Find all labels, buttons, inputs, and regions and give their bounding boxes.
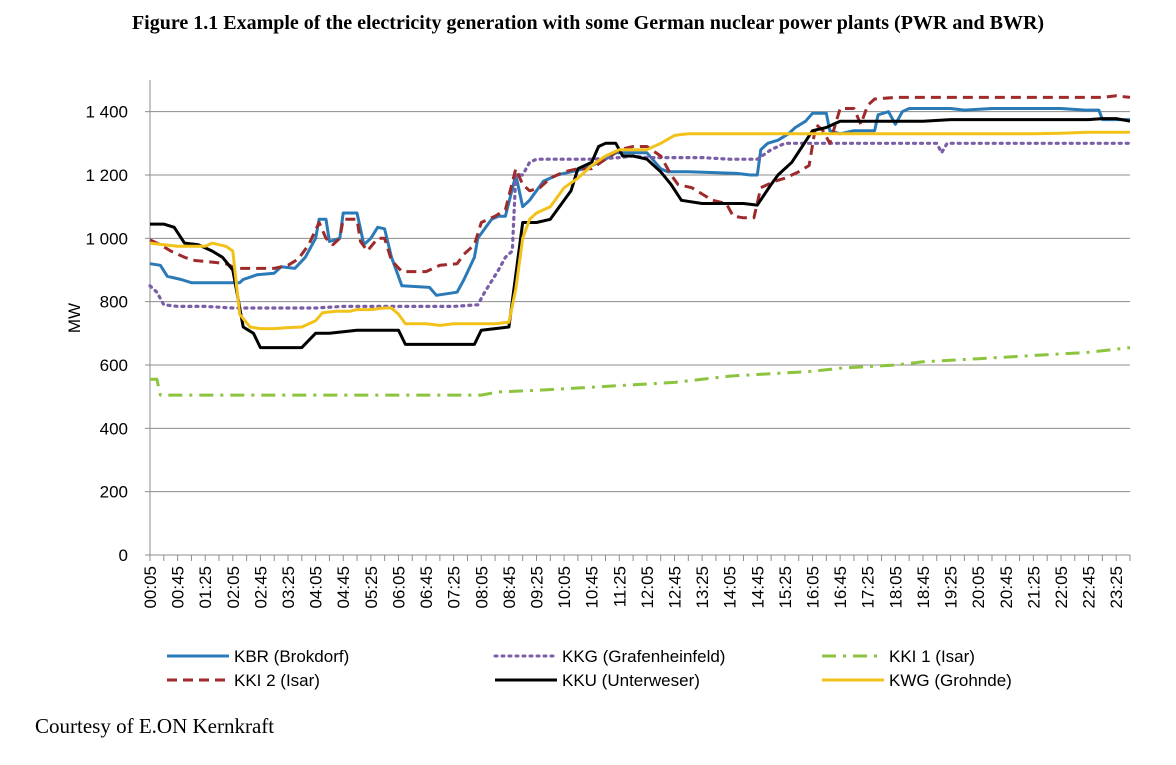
series-line xyxy=(149,94,1131,274)
legend: KBR (Brokdorf) KKG (Grafenheinfeld) KKI 1 … xyxy=(167,647,1012,690)
x-tick-label: 12:45 xyxy=(666,566,685,609)
x-tick-label: 13:25 xyxy=(693,566,712,609)
x-tick-label: 05:25 xyxy=(362,566,381,609)
y-tick-label: 1 000 xyxy=(85,229,128,248)
legend-label: KKU (Unterweser) xyxy=(562,671,700,690)
x-tick-label: 02:05 xyxy=(224,566,243,609)
grid-lines xyxy=(150,111,1130,493)
x-tick-label: 08:45 xyxy=(500,566,519,609)
x-tick-label: 08:05 xyxy=(472,566,491,609)
x-tick-label: 04:45 xyxy=(334,566,353,609)
x-tick-label: 23:25 xyxy=(1107,566,1126,609)
x-tick-label: 19:25 xyxy=(942,566,961,609)
series-line xyxy=(148,141,1132,310)
x-axis: 00:05 00:45 01:25 02:05 02:45 03:25 04:05 04:45… xyxy=(141,554,1131,609)
x-tick-label: 07:25 xyxy=(445,566,464,609)
x-tick-label: 01:25 xyxy=(196,566,215,609)
y-tick-label: 1 400 xyxy=(85,103,128,122)
x-tick-label: 00:45 xyxy=(169,566,188,609)
x-tick-label: 06:05 xyxy=(389,566,408,609)
series-lines xyxy=(148,94,1132,397)
y-tick-label: 400 xyxy=(100,419,128,438)
series-line xyxy=(150,346,1131,397)
x-tick-label: 00:05 xyxy=(141,566,160,609)
legend-label: KWG (Grohnde) xyxy=(889,671,1012,690)
legend-label: KBR (Brokdorf) xyxy=(234,647,349,666)
y-tick-label: 1 200 xyxy=(85,166,128,185)
x-tick-label: 10:05 xyxy=(555,566,574,609)
x-tick-label: 03:25 xyxy=(279,566,298,609)
y-axis: 0 200 400 600 800 1 000 1 200 1 400 xyxy=(85,80,151,565)
legend-label: KKI 1 (Isar) xyxy=(889,647,975,666)
figure-title: Figure 1.1 Example of the electricity ge… xyxy=(131,12,1045,34)
x-tick-label: 02:45 xyxy=(251,566,270,609)
x-tick-label: 18:45 xyxy=(914,566,933,609)
x-tick-label: 22:45 xyxy=(1080,566,1099,609)
x-tick-label: 21:25 xyxy=(1024,566,1043,609)
x-tick-label: 18:05 xyxy=(886,566,905,609)
x-tick-label: 16:05 xyxy=(804,566,823,609)
x-tick-label: 06:45 xyxy=(417,566,436,609)
x-tick-label: 14:45 xyxy=(748,566,767,609)
series-line xyxy=(150,117,1131,350)
y-tick-label: 200 xyxy=(100,483,128,502)
x-tick-label: 14:05 xyxy=(721,566,740,609)
y-axis-label: MW xyxy=(65,303,84,333)
series-line xyxy=(149,130,1130,331)
series-line xyxy=(149,107,1130,297)
x-tick-label: 15:25 xyxy=(776,566,795,609)
x-tick-label: 10:45 xyxy=(583,566,602,609)
x-tick-label: 12:05 xyxy=(638,566,657,609)
x-tick-label: 20:05 xyxy=(969,566,988,609)
x-tick-label: 11:25 xyxy=(610,566,629,607)
y-tick-label: 600 xyxy=(100,356,128,375)
x-tick-label: 04:05 xyxy=(307,566,326,609)
x-tick-label: 22:05 xyxy=(1052,566,1071,609)
legend-label: KKG (Grafenheinfeld) xyxy=(562,647,725,666)
x-tick-label: 20:45 xyxy=(997,566,1016,609)
y-tick-label: 800 xyxy=(100,293,128,312)
x-tick-label: 16:45 xyxy=(831,566,850,609)
legend-label: KKI 2 (Isar) xyxy=(234,671,320,690)
credit-text: Courtesy of E.ON Kernkraft xyxy=(35,714,275,738)
x-tick-label: 09:25 xyxy=(527,566,546,609)
x-tick-label: 17:25 xyxy=(859,566,878,609)
y-tick-label: 0 xyxy=(119,546,128,565)
